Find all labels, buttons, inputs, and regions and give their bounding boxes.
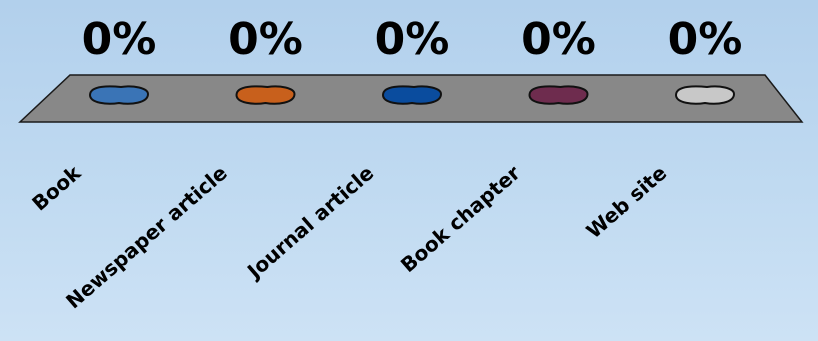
value-labels: 0% 0% 0% 0% 0% <box>82 14 743 65</box>
value-label: 0% <box>228 14 303 65</box>
bar-newspaper-article <box>235 85 296 105</box>
category-label: Journal article <box>241 161 378 285</box>
bar-book <box>88 85 150 105</box>
category-label: Book <box>27 160 86 215</box>
category-label: Web site <box>582 161 672 243</box>
bar-journal-article <box>381 85 443 105</box>
category-label: Book chapter <box>396 161 525 278</box>
bar-markers <box>88 85 736 105</box>
bar-web-site <box>674 85 736 105</box>
category-label: Newspaper article <box>61 161 232 314</box>
value-label: 0% <box>82 14 157 65</box>
value-label: 0% <box>668 14 743 65</box>
bar-book-chapter <box>528 85 589 105</box>
value-label: 0% <box>521 14 596 65</box>
value-label: 0% <box>375 14 450 65</box>
